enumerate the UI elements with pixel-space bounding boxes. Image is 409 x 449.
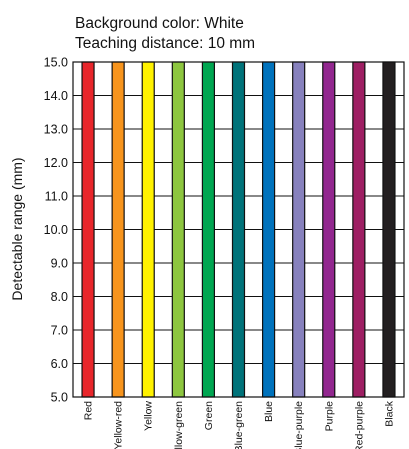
x-category-label: Green	[203, 401, 215, 430]
x-category-label: Black	[383, 400, 395, 426]
y-tick-label: 12.0	[44, 156, 68, 170]
range-bar-black	[382, 61, 396, 398]
plot-frame	[72, 61, 405, 398]
x-category-label: Blue-green	[233, 401, 245, 449]
range-bar-yellow-green	[171, 61, 185, 398]
range-bar-purple	[322, 61, 336, 398]
range-bar-yellow-red	[111, 61, 125, 398]
x-category-label: Yellow-green	[173, 401, 185, 449]
y-tick-label: 7.0	[51, 324, 68, 338]
x-category-label: Blue-purple	[293, 401, 305, 449]
y-tick-label: 10.0	[44, 223, 68, 237]
y-tick-label: 6.0	[51, 357, 68, 371]
range-bar-blue	[261, 61, 276, 398]
range-bar-red	[81, 61, 95, 398]
y-tick-label: 15.0	[44, 56, 68, 70]
x-category-label: Red-purple	[353, 401, 365, 449]
y-tick-label: 9.0	[51, 257, 68, 271]
y-tick-label: 13.0	[44, 123, 68, 137]
range-bar-blue-green	[231, 61, 246, 398]
y-axis-title: Detectable range (mm)	[9, 157, 25, 300]
x-category-label: Yellow	[143, 401, 155, 431]
y-tick-label: 5.0	[51, 391, 68, 405]
x-category-label: Purple	[323, 401, 335, 432]
y-tick-labels: 5.0 6.0 7.0 8.0 9.0 10.0 11.0 12.0 13.0 14.0 15.0	[44, 56, 68, 405]
range-bar-blue-purple	[292, 61, 306, 398]
chart-title-line-2: Teaching distance: 10 mm	[75, 35, 255, 52]
x-category-label: Yellow-red	[113, 401, 125, 449]
range-bar-red-purple	[352, 61, 366, 398]
x-category-label: Blue	[263, 401, 275, 422]
x-category-label: Red	[83, 401, 95, 420]
range-bar-green	[201, 61, 216, 398]
chart-title-line-1: Background color: White	[75, 15, 244, 32]
x-category-labels: Red Yellow-red Yellow Yellow-green Green Blue…	[83, 400, 396, 449]
y-tick-label: 14.0	[44, 89, 68, 103]
y-tick-label: 11.0	[45, 190, 68, 204]
range-bar-yellow	[141, 61, 155, 398]
y-tick-label: 8.0	[51, 290, 68, 304]
